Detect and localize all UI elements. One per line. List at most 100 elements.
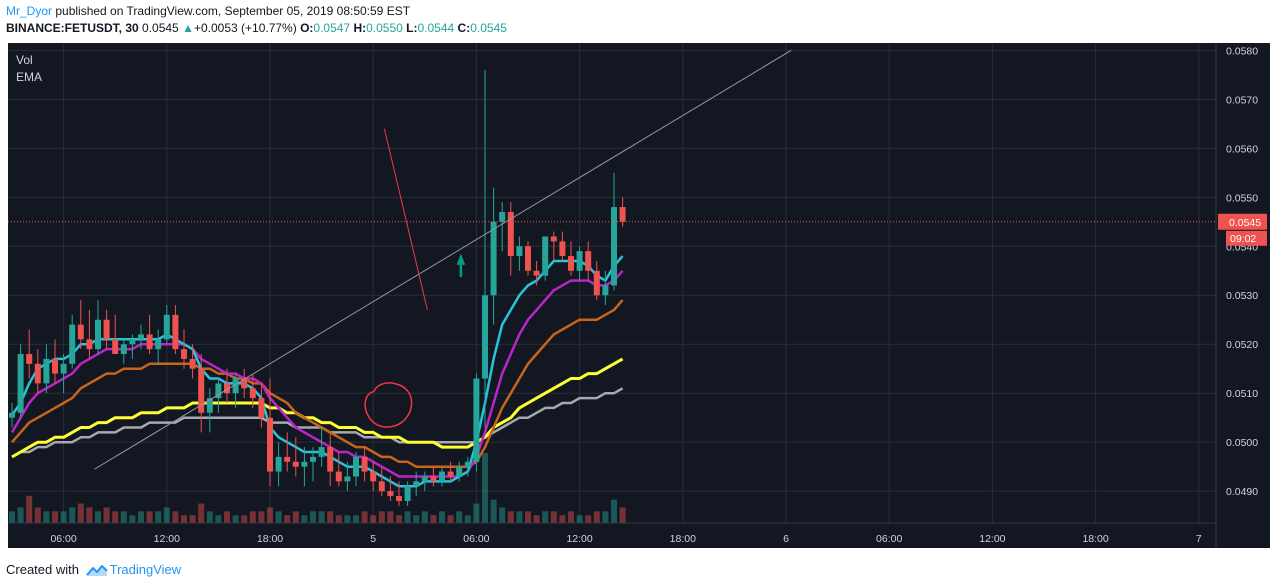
candle-body xyxy=(585,251,592,271)
time-tick-label: 06:00 xyxy=(50,533,76,545)
candle-body xyxy=(611,207,617,286)
ema4-line xyxy=(11,357,624,459)
candle-body xyxy=(9,412,15,418)
candle-body xyxy=(112,339,119,355)
candle-body xyxy=(396,496,402,501)
volume-bar xyxy=(120,511,127,523)
last-price-value: 0.0545 xyxy=(1229,217,1261,229)
volume-bar xyxy=(77,503,84,523)
price-tick-label: 0.0520 xyxy=(1226,339,1258,351)
high-label: H: xyxy=(353,21,367,35)
candle-body xyxy=(525,246,531,271)
candle-body xyxy=(206,398,213,413)
volume-bar xyxy=(17,507,24,523)
volume-bar xyxy=(52,511,58,523)
candle-body xyxy=(318,447,325,457)
volume-bar xyxy=(482,453,488,523)
annotation-circle xyxy=(364,382,413,428)
price-tick-label: 0.0490 xyxy=(1226,486,1258,498)
volume-bar xyxy=(34,507,41,523)
candle-body xyxy=(120,344,127,355)
candle-body xyxy=(284,456,291,462)
candle-body xyxy=(387,491,394,497)
candle-body xyxy=(172,314,179,350)
time-tick-label: 06:00 xyxy=(463,533,489,545)
candle-body xyxy=(473,378,480,462)
volume-bar xyxy=(43,511,50,523)
volume-bar xyxy=(533,515,540,523)
countdown-badge xyxy=(1226,230,1267,246)
volume-bar xyxy=(275,511,282,523)
volume-bar xyxy=(284,515,291,523)
volume-bar xyxy=(344,515,351,523)
volume-bar xyxy=(611,499,617,523)
volume-bar xyxy=(26,495,33,523)
candle-body xyxy=(602,285,609,296)
candle-body xyxy=(327,447,334,472)
price-tick-label: 0.0510 xyxy=(1226,388,1258,400)
volume-bar xyxy=(559,515,566,523)
candle-body xyxy=(430,476,437,482)
annotation-line xyxy=(383,128,428,311)
candle-body xyxy=(456,466,463,477)
price-change: +0.0053 (+10.77%) xyxy=(193,21,297,35)
candle-body xyxy=(258,398,265,418)
plot-area xyxy=(8,43,1216,523)
low-label: L: xyxy=(406,21,418,35)
candle-body xyxy=(52,358,58,374)
volume-bar xyxy=(378,511,385,523)
volume-bar xyxy=(206,511,213,523)
volume-bar xyxy=(473,503,480,523)
candle-body xyxy=(43,358,50,384)
symbol[interactable]: BINANCE:FETUSDT, 30 xyxy=(6,21,139,35)
volume-bar xyxy=(129,515,136,523)
candle-body xyxy=(353,456,359,477)
volume-bar xyxy=(86,507,93,523)
candle-body xyxy=(292,461,299,467)
candle-body xyxy=(490,221,497,296)
price-tick-label: 0.0500 xyxy=(1226,437,1258,449)
candle-body xyxy=(103,319,110,340)
author-link[interactable]: Mr_Dyor xyxy=(6,4,53,18)
ema-legend: EMA xyxy=(16,70,42,84)
candle-body xyxy=(138,334,144,340)
candle-body xyxy=(129,339,136,345)
tradingview-logo-icon xyxy=(85,565,108,577)
candle-body xyxy=(69,324,76,364)
tradingview-link[interactable]: TradingView xyxy=(109,562,182,577)
volume-bar xyxy=(9,511,15,523)
candle-body xyxy=(301,461,308,467)
candle-body xyxy=(447,471,454,477)
volume-bar xyxy=(507,511,514,523)
candle-body xyxy=(516,246,523,257)
price-tick-label: 0.0570 xyxy=(1226,94,1258,106)
volume-bar xyxy=(258,511,265,523)
volume-bar xyxy=(241,515,248,523)
candle-body xyxy=(464,461,471,467)
volume-bar xyxy=(413,515,420,523)
time-tick-label: 12:00 xyxy=(154,533,180,545)
candle-body xyxy=(404,486,411,501)
volume-bar xyxy=(568,511,574,523)
price-chart[interactable]: 0.04900.05000.05100.05200.05300.05400.05… xyxy=(0,0,1274,555)
time-tick-label: 18:00 xyxy=(1082,533,1108,545)
candle-body xyxy=(267,417,273,472)
price-tick-label: 0.0550 xyxy=(1226,192,1258,204)
volume-bar xyxy=(404,511,411,523)
volume-bar xyxy=(215,515,222,523)
candle-body xyxy=(361,456,368,472)
candle-body xyxy=(507,211,514,257)
candle-body xyxy=(17,354,24,413)
volume-bar xyxy=(69,507,76,523)
volume-bar xyxy=(181,515,187,523)
candle-body xyxy=(568,256,574,271)
candle-body xyxy=(413,481,420,487)
volume-bar xyxy=(387,511,394,523)
candle-body xyxy=(275,456,282,472)
price-tick-label: 0.0560 xyxy=(1226,143,1258,155)
publish-info: Mr_Dyor published on TradingView.com, Se… xyxy=(6,4,410,18)
volume-bar xyxy=(163,507,170,523)
volume-bar xyxy=(301,515,308,523)
volume-bar xyxy=(95,511,101,523)
volume-legend: Vol xyxy=(16,53,33,67)
